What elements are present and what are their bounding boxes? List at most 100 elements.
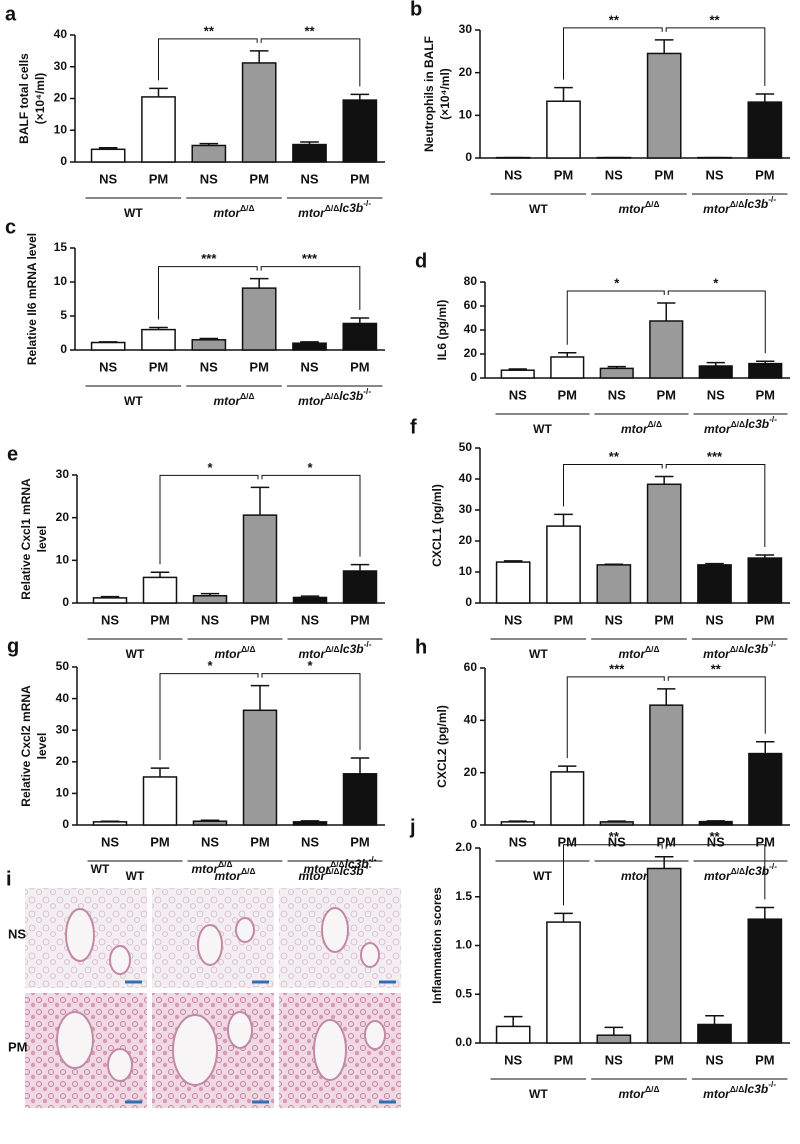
x-tick-label: PM (554, 1052, 574, 1067)
group-label: WT (529, 1087, 548, 1101)
x-tick-label: PM (554, 612, 574, 627)
panel-letter: e (7, 443, 18, 465)
significance-label: ** (304, 23, 315, 38)
label-sup: -/- (768, 1079, 776, 1089)
x-tick-label: NS (705, 167, 723, 182)
bar (599, 367, 634, 379)
y-tick-label: 0.0 (455, 1035, 472, 1049)
bar (141, 96, 176, 163)
significance-bracket (563, 464, 663, 507)
group-label: mtorΔ/Δ (213, 203, 254, 220)
y-tick-label: 40 (56, 691, 70, 705)
y-tick-label: 30 (56, 722, 70, 736)
significance-label: ** (711, 661, 722, 676)
group-label: WT (91, 862, 110, 876)
bar (495, 561, 531, 604)
x-tick-label: NS (608, 834, 626, 849)
label-part: WT (91, 862, 110, 876)
y-tick-label: 2.0 (455, 840, 472, 854)
x-tick-label: NS (707, 834, 725, 849)
label-part: WT (124, 206, 143, 220)
significance-label: * (207, 658, 213, 673)
label-part: mtor (621, 869, 649, 883)
label-part: mtor (704, 422, 732, 436)
y-axis-label: Relative Il6 mRNA level (25, 233, 39, 365)
x-tick-label: NS (504, 1052, 522, 1067)
x-tick-label: NS (509, 834, 527, 849)
bar (191, 144, 227, 163)
label-part: WT (126, 869, 145, 883)
bar (342, 99, 378, 163)
significance-label: ** (204, 23, 215, 38)
bar (646, 483, 682, 604)
group-label: mtorΔ/Δlc3b-/- (298, 198, 371, 220)
label-sup: Δ/Δ (241, 644, 255, 654)
x-tick-label: NS (605, 167, 623, 182)
x-tick-label: NS (101, 834, 119, 849)
label-part: mtor (704, 869, 732, 883)
y-tick-label: 20 (464, 765, 478, 779)
y-axis-label: (×10⁴/ml) (33, 73, 47, 125)
x-tick-label: NS (707, 387, 725, 402)
significance-bracket (261, 474, 361, 557)
y-axis-label: CXCL2 (pg/ml) (435, 705, 449, 788)
y-tick-label: 0.5 (455, 986, 472, 1000)
y-axis-label: CXCL1 (pg/ml) (430, 484, 444, 567)
significance-bracket (159, 673, 259, 761)
y-tick-label: 10 (56, 786, 70, 800)
bar (191, 339, 227, 351)
bar (192, 820, 228, 826)
bar (698, 820, 733, 826)
bar-chart: b Neutrophils in BALF (×10⁴/ml) 0 10 20 30 NS PM… (410, 0, 790, 216)
bar (697, 1023, 732, 1044)
bar (748, 362, 783, 379)
group-label: mtorΔ/Δ (214, 866, 255, 883)
label-sup: Δ/Δ (330, 859, 344, 869)
bar (546, 525, 581, 604)
group-label: mtorΔ/Δ (213, 391, 254, 408)
group-label: mtorΔ/Δlc3b-/- (704, 861, 777, 883)
label-sup: Δ/Δ (731, 866, 745, 876)
y-tick-label: 1.0 (455, 938, 472, 952)
x-tick-label: NS (200, 359, 218, 374)
group-label: mtorΔ/Δ (191, 859, 232, 876)
label-part: lc3b (744, 1082, 768, 1096)
y-axis-label: Neutrophils in BALF (422, 36, 436, 152)
row-label: PM (8, 1039, 28, 1054)
label-sup: Δ/Δ (648, 419, 662, 429)
bar (495, 1025, 531, 1044)
label-part: mtor (191, 862, 219, 876)
bar (242, 709, 278, 826)
significance-label: * (307, 658, 313, 673)
row-label: NS (8, 926, 26, 941)
significance-bracket (260, 38, 361, 87)
bar (550, 771, 585, 826)
group-label: WT (124, 394, 143, 408)
x-tick-label: PM (756, 387, 776, 402)
significance-bracket (158, 266, 258, 320)
group-label: mtorΔ/Δlc3b-/- (703, 194, 776, 216)
y-tick-label: 20 (464, 346, 478, 360)
group-label: mtorΔ/Δlc3b-/- (299, 639, 372, 661)
x-tick-label: PM (350, 359, 370, 374)
bar (241, 287, 277, 351)
label-part: mtor (304, 862, 332, 876)
x-tick-label: NS (509, 387, 527, 402)
significance-bracket (667, 676, 766, 734)
x-tick-label: PM (755, 1052, 775, 1067)
y-tick-label: 0 (470, 370, 477, 384)
y-tick-label: 1.5 (455, 889, 472, 903)
bar (292, 143, 327, 163)
bar (242, 514, 278, 604)
y-tick-label: 40 (459, 471, 473, 485)
group-label: mtorΔ/Δ (618, 644, 659, 661)
y-axis-label: level (35, 733, 49, 760)
bar (141, 328, 176, 351)
bar (697, 564, 732, 604)
bar (599, 821, 634, 826)
group-label: WT (529, 202, 548, 216)
label-part: mtor (621, 422, 649, 436)
label-sup: Δ/Δ (645, 644, 659, 654)
y-tick-label: 40 (464, 322, 478, 336)
x-tick-label: PM (755, 612, 775, 627)
